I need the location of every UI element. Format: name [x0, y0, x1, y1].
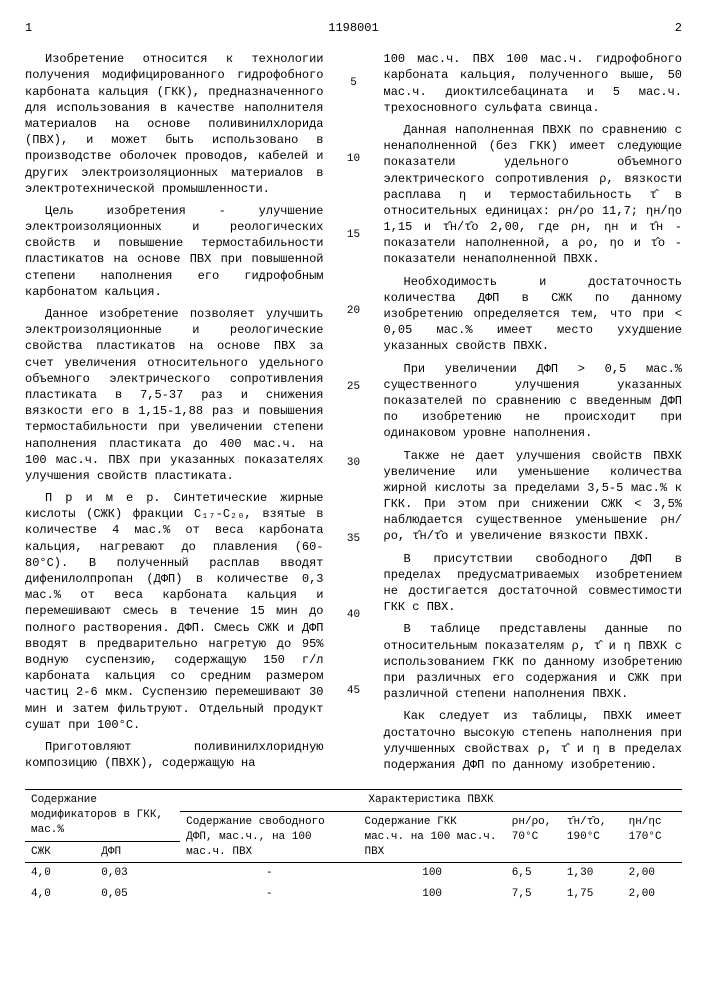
paragraph: Данное изобретение позволяет улучшить эл…	[25, 306, 324, 484]
patent-number: 1198001	[32, 20, 675, 36]
right-column: 100 мас.ч. ПВХ 100 мас.ч. гидрофобного к…	[384, 51, 683, 779]
page-header: 1 1198001 2	[25, 20, 682, 36]
cell-eta: 2,00	[623, 884, 682, 905]
paragraph: 100 мас.ч. ПВХ 100 мас.ч. гидрофобного к…	[384, 51, 683, 116]
paragraph: В присутствии свободного ДФП в пределах …	[384, 551, 683, 616]
paragraph: При увеличении ДФП > 0,5 мас.% существен…	[384, 361, 683, 442]
table-header-gkk: Содержание ГКК мас.ч. на 100 мас.ч. ПВХ	[358, 811, 505, 863]
col-num-right: 2	[675, 20, 682, 36]
paragraph: Также не дает улучшения свойств ПВХК уве…	[384, 448, 683, 545]
cell-eta: 2,00	[623, 863, 682, 884]
paragraph: Данная наполненная ПВХК по сравнению с н…	[384, 122, 683, 268]
text-columns: Изобретение относится к технологии получ…	[25, 51, 682, 779]
line-num: 25	[344, 380, 364, 395]
paragraph: В таблице представлены данные по относит…	[384, 621, 683, 702]
cell-rho: 7,5	[506, 884, 561, 905]
table-header-free-dfp: Содержание свободного ДФП, мас.ч., на 10…	[180, 811, 358, 863]
table-row: 4,0 0,03 - 100 6,5 1,30 2,00	[25, 863, 682, 884]
col-num-left: 1	[25, 20, 32, 36]
table-header-pvhk: Характеристика ПВХК	[180, 790, 682, 812]
line-num: 5	[344, 76, 364, 91]
table-header-szhk: СЖК	[25, 841, 95, 863]
left-column: Изобретение относится к технологии получ…	[25, 51, 324, 779]
cell-dfp: 0,03	[95, 863, 180, 884]
line-num: 45	[344, 684, 364, 699]
paragraph: Как следует из таблицы, ПВХК имеет доста…	[384, 708, 683, 773]
table-header-modifiers: Содержание модификаторов в ГКК, мас.%	[25, 790, 180, 842]
paragraph: П р и м е р. Синтетические жирные кислот…	[25, 490, 324, 733]
cell-dfp: 0,05	[95, 884, 180, 905]
table-header-tau: τ̂н/τ̂о, 190°С	[561, 811, 623, 863]
data-table: Содержание модификаторов в ГКК, мас.% Ха…	[25, 789, 682, 905]
cell-free: -	[180, 884, 358, 905]
line-numbers: 5 10 15 20 25 30 35 40 45	[344, 51, 364, 779]
cell-free: -	[180, 863, 358, 884]
line-num: 15	[344, 228, 364, 243]
table-header-eta: ηн/ηс 170°С	[623, 811, 682, 863]
table-row: 4,0 0,05 - 100 7,5 1,75 2,00	[25, 884, 682, 905]
line-num: 10	[344, 152, 364, 167]
cell-szhk: 4,0	[25, 863, 95, 884]
cell-tau: 1,75	[561, 884, 623, 905]
line-num: 30	[344, 456, 364, 471]
line-num: 35	[344, 532, 364, 547]
cell-tau: 1,30	[561, 863, 623, 884]
table-header-rho: ρн/ρо, 70°С	[506, 811, 561, 863]
paragraph: Изобретение относится к технологии получ…	[25, 51, 324, 197]
cell-gkk: 100	[358, 863, 505, 884]
table-header-dfp: ДФП	[95, 841, 180, 863]
cell-szhk: 4,0	[25, 884, 95, 905]
line-num: 20	[344, 304, 364, 319]
cell-rho: 6,5	[506, 863, 561, 884]
paragraph: Приготовляют поливинилхлоридную композиц…	[25, 739, 324, 771]
paragraph: Необходимость и достаточность количества…	[384, 274, 683, 355]
line-num: 40	[344, 608, 364, 623]
cell-gkk: 100	[358, 884, 505, 905]
paragraph: Цель изобретения - улучшение электроизол…	[25, 203, 324, 300]
